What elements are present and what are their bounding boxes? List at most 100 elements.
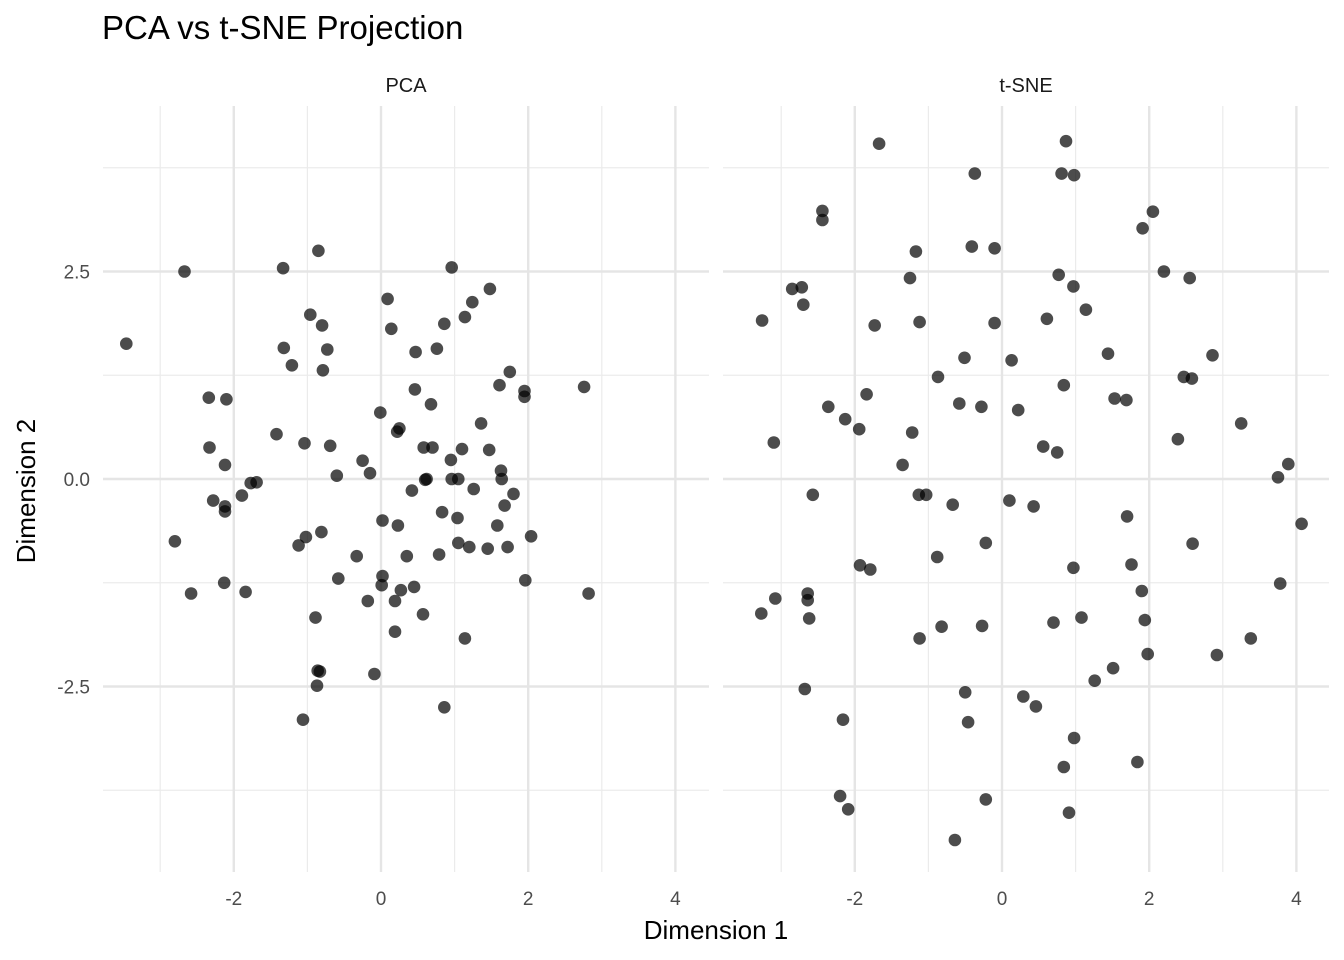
- data-point: [1136, 222, 1149, 235]
- data-point: [474, 417, 488, 430]
- data-points: [755, 134, 1308, 847]
- data-point: [1135, 584, 1149, 598]
- data-point: [405, 484, 419, 497]
- data-point: [1067, 168, 1081, 182]
- data-point: [350, 549, 364, 563]
- data-point: [1079, 303, 1093, 317]
- data-point: [801, 587, 814, 600]
- x-tick-label: -2: [846, 889, 863, 910]
- data-point: [312, 244, 325, 258]
- data-point: [292, 539, 305, 552]
- data-point: [491, 519, 504, 532]
- y-tick-label: -2.5: [57, 678, 90, 699]
- data-point: [467, 482, 481, 496]
- data-point: [376, 569, 389, 583]
- data-point: [816, 213, 829, 227]
- data-point: [1067, 731, 1081, 745]
- data-point: [220, 393, 233, 406]
- data-point: [323, 439, 337, 453]
- data-point: [864, 563, 877, 576]
- data-point: [1005, 354, 1018, 367]
- data-point: [767, 436, 781, 449]
- data-point: [946, 498, 959, 512]
- data-point: [493, 378, 506, 392]
- data-point: [298, 437, 311, 450]
- data-point: [1234, 417, 1248, 430]
- data-point: [1075, 611, 1088, 624]
- data-point: [310, 679, 324, 692]
- data-point: [321, 343, 334, 356]
- data-point: [1271, 471, 1285, 484]
- data-point: [919, 488, 933, 502]
- data-point: [313, 665, 327, 678]
- data-point: [481, 542, 495, 555]
- data-point: [931, 370, 945, 384]
- data-point: [445, 261, 459, 274]
- y-tick-label: 0.0: [64, 470, 90, 491]
- data-point: [276, 261, 290, 275]
- data-point: [463, 540, 476, 554]
- data-point: [299, 530, 313, 544]
- minor-gridlines: [103, 106, 709, 872]
- data-point: [451, 511, 464, 525]
- data-point: [1101, 347, 1115, 361]
- data-point: [975, 619, 989, 633]
- x-axis-title: Dimension 1: [644, 915, 789, 945]
- data-point: [285, 359, 299, 372]
- data-point: [853, 559, 867, 572]
- data-point: [1171, 432, 1185, 446]
- data-point: [184, 587, 198, 600]
- data-point: [435, 505, 449, 519]
- data-point: [235, 489, 249, 502]
- data-point: [388, 625, 402, 638]
- data-point: [270, 427, 283, 441]
- data-point: [988, 242, 1001, 255]
- data-point: [948, 833, 962, 847]
- data-point: [1003, 494, 1016, 507]
- data-point: [1106, 661, 1120, 675]
- data-point: [444, 453, 458, 467]
- data-point: [1047, 616, 1060, 629]
- data-point: [277, 341, 291, 355]
- data-point: [218, 505, 232, 518]
- data-point: [408, 383, 422, 396]
- x-tick-label: 0: [376, 889, 387, 910]
- data-point: [961, 715, 975, 729]
- data-point: [852, 422, 866, 436]
- data-point: [1040, 312, 1054, 326]
- data-point: [519, 574, 532, 587]
- data-point: [1282, 457, 1295, 471]
- data-point: [785, 282, 799, 296]
- data-point: [1088, 674, 1101, 687]
- data-point: [755, 314, 769, 327]
- data-point: [1057, 760, 1071, 774]
- x-tick-labels: -2 0 2 4: [225, 889, 681, 910]
- data-point: [483, 282, 497, 296]
- data-point: [388, 594, 402, 608]
- data-point: [202, 391, 216, 405]
- data-point: [430, 342, 444, 356]
- data-point: [935, 620, 948, 633]
- data-point: [838, 412, 852, 426]
- data-point: [582, 587, 595, 600]
- x-tick-label: 4: [1291, 889, 1302, 910]
- data-point: [217, 576, 231, 590]
- data-point: [1157, 265, 1171, 278]
- data-point: [1062, 806, 1076, 819]
- data-point: [250, 476, 263, 489]
- data-point: [315, 319, 329, 332]
- data-point: [903, 271, 917, 285]
- data-point: [376, 514, 389, 527]
- data-point: [953, 397, 966, 410]
- data-point: [296, 713, 310, 726]
- data-point: [1059, 134, 1073, 148]
- data-point: [178, 265, 191, 278]
- data-point: [1050, 446, 1064, 459]
- data-point: [498, 499, 511, 512]
- data-point: [1067, 561, 1080, 575]
- data-point: [524, 530, 538, 543]
- data-point: [458, 632, 472, 645]
- data-point: [1055, 167, 1068, 180]
- data-point: [1295, 517, 1308, 531]
- panel-strip-label: t-SNE: [999, 75, 1052, 97]
